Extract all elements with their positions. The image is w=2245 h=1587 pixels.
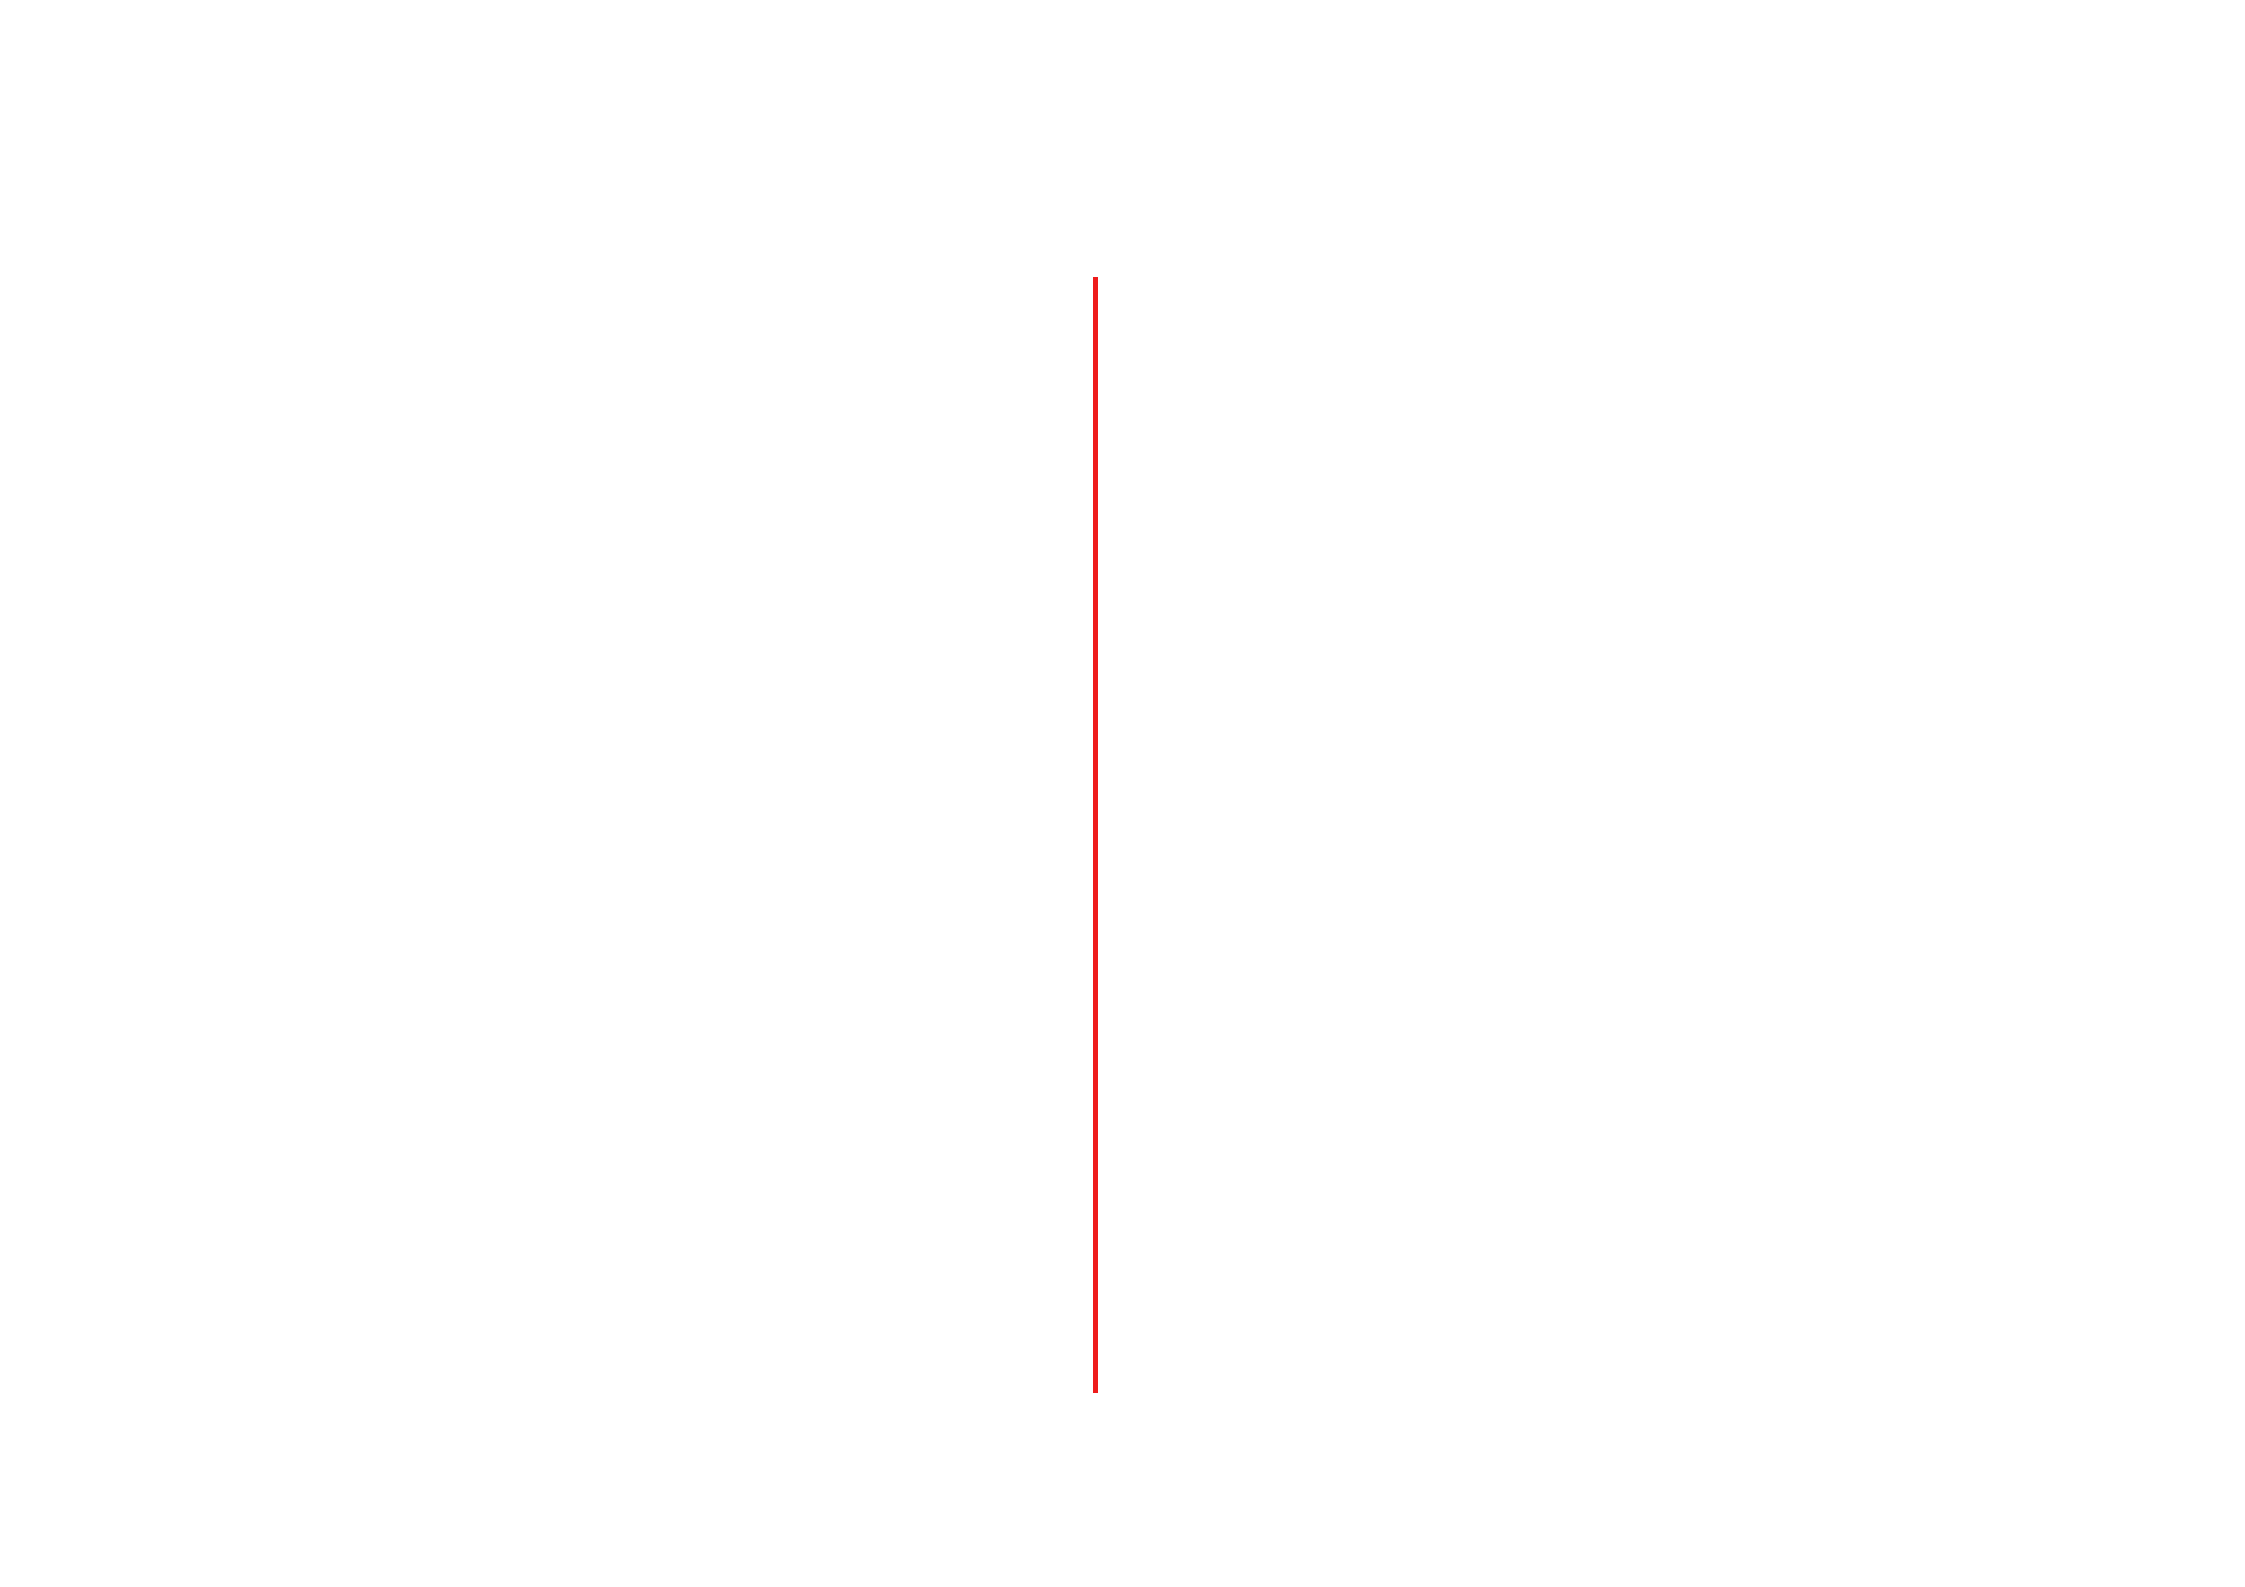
vertical-red-line xyxy=(1093,277,1098,1393)
